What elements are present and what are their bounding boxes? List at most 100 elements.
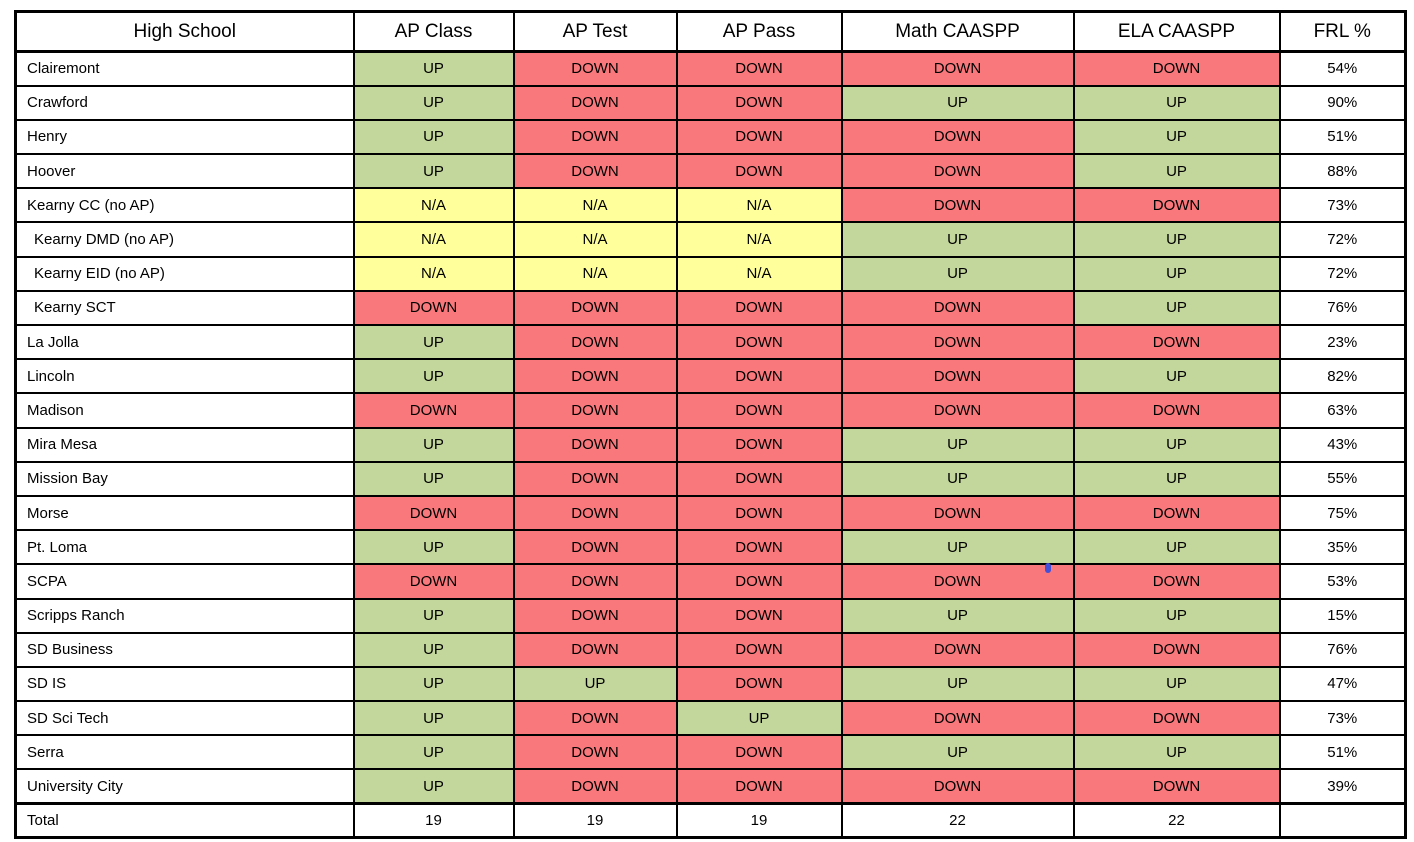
- column-header-ap_test: AP Test: [512, 10, 678, 53]
- status-cell-ap_test: DOWN: [512, 529, 678, 566]
- total-count-cell-ela_caaspp: 22: [1072, 802, 1281, 839]
- status-cell-ela_caaspp: UP: [1072, 529, 1281, 566]
- school-name-cell: University City: [14, 768, 355, 805]
- column-header-ap_pass: AP Pass: [675, 10, 843, 53]
- school-name-cell: Pt. Loma: [14, 529, 355, 566]
- status-cell-math_caaspp: UP: [840, 221, 1075, 258]
- school-name-cell: SD Business: [14, 631, 355, 668]
- column-header-ap_class: AP Class: [352, 10, 515, 53]
- table-row: Mission Bay UP DOWN DOWN UP UP 55%: [14, 460, 1407, 497]
- status-cell-ela_caaspp: DOWN: [1072, 631, 1281, 668]
- frl-percent-cell: 53%: [1278, 563, 1407, 600]
- school-name-cell: Crawford: [14, 84, 355, 121]
- status-cell-ap_pass: DOWN: [675, 631, 843, 668]
- table-row: La Jolla UP DOWN DOWN DOWN DOWN 23%: [14, 323, 1407, 361]
- school-name-cell: Morse: [14, 494, 355, 532]
- status-cell-ap_pass: N/A: [675, 187, 843, 224]
- status-cell-ap_test: DOWN: [512, 460, 678, 497]
- status-cell-ap_pass: DOWN: [675, 563, 843, 600]
- status-cell-ap_test: UP: [512, 665, 678, 703]
- status-cell-math_caaspp: DOWN: [840, 323, 1075, 361]
- status-cell-ap_test: DOWN: [512, 153, 678, 190]
- status-cell-math_caaspp: UP: [840, 426, 1075, 463]
- status-cell-ap_class: DOWN: [352, 392, 515, 429]
- status-cell-ela_caaspp: DOWN: [1072, 768, 1281, 805]
- column-header-ela_caaspp: ELA CAASPP: [1072, 10, 1281, 53]
- status-cell-ap_test: DOWN: [512, 289, 678, 327]
- table-row: SD IS UP UP DOWN UP UP 47%: [14, 665, 1407, 703]
- table-row: Lincoln UP DOWN DOWN DOWN UP 82%: [14, 358, 1407, 395]
- status-cell-math_caaspp: UP: [840, 84, 1075, 121]
- status-cell-ap_pass: DOWN: [675, 84, 843, 121]
- school-name-cell: SD Sci Tech: [14, 700, 355, 737]
- frl-percent-cell: 75%: [1278, 494, 1407, 532]
- status-cell-ap_pass: DOWN: [675, 734, 843, 771]
- status-cell-ap_test: DOWN: [512, 700, 678, 737]
- frl-percent-cell: 54%: [1278, 50, 1407, 87]
- status-cell-ap_pass: N/A: [675, 255, 843, 292]
- frl-percent-cell: 88%: [1278, 153, 1407, 190]
- school-trends-table: High School AP Class AP Test AP Pass Math CA…: [14, 10, 1407, 840]
- status-cell-math_caaspp: DOWN: [840, 563, 1075, 600]
- frl-percent-cell: 90%: [1278, 84, 1407, 121]
- status-cell-ap_pass: DOWN: [675, 392, 843, 429]
- status-cell-ap_class: UP: [352, 768, 515, 805]
- school-name-cell: La Jolla: [14, 323, 355, 361]
- status-cell-ela_caaspp: UP: [1072, 734, 1281, 771]
- school-name-cell: Mira Mesa: [14, 426, 355, 463]
- status-cell-math_caaspp: UP: [840, 597, 1075, 634]
- status-cell-ap_test: DOWN: [512, 118, 678, 156]
- frl-percent-cell: 73%: [1278, 700, 1407, 737]
- status-cell-ap_class: UP: [352, 631, 515, 668]
- status-cell-ap_class: UP: [352, 323, 515, 361]
- status-cell-ap_pass: DOWN: [675, 358, 843, 395]
- status-cell-math_caaspp: UP: [840, 665, 1075, 703]
- table-row: Scripps Ranch UP DOWN DOWN UP UP 15%: [14, 597, 1407, 634]
- status-cell-math_caaspp: DOWN: [840, 289, 1075, 327]
- status-cell-ela_caaspp: UP: [1072, 289, 1281, 327]
- frl-percent-cell: 51%: [1278, 118, 1407, 156]
- status-cell-ela_caaspp: DOWN: [1072, 494, 1281, 532]
- header-row: High School AP Class AP Test AP Pass Math CA…: [14, 10, 1407, 53]
- school-name-cell: Clairemont: [14, 50, 355, 87]
- status-cell-ap_test: DOWN: [512, 358, 678, 395]
- school-name-cell: Henry: [14, 118, 355, 156]
- frl-percent-cell: 72%: [1278, 221, 1407, 258]
- status-cell-ap_class: UP: [352, 529, 515, 566]
- status-cell-ap_class: UP: [352, 665, 515, 703]
- school-name-cell: Kearny SCT: [14, 289, 355, 327]
- total-count-cell-ap_pass: 19: [675, 802, 843, 839]
- table-row: Kearny SCT DOWN DOWN DOWN DOWN UP 76%: [14, 289, 1407, 327]
- status-cell-ap_pass: DOWN: [675, 460, 843, 497]
- frl-percent-cell: 43%: [1278, 426, 1407, 463]
- status-cell-ap_pass: DOWN: [675, 153, 843, 190]
- column-header-school: High School: [14, 10, 355, 53]
- status-cell-ela_caaspp: UP: [1072, 84, 1281, 121]
- status-cell-ap_pass: DOWN: [675, 529, 843, 566]
- table-row: Henry UP DOWN DOWN DOWN UP 51%: [14, 118, 1407, 156]
- status-cell-ap_test: DOWN: [512, 426, 678, 463]
- frl-percent-cell: 73%: [1278, 187, 1407, 224]
- status-cell-ap_class: DOWN: [352, 494, 515, 532]
- stray-ink-dot: [1045, 563, 1051, 573]
- school-name-cell: Serra: [14, 734, 355, 771]
- total-count-cell-ap_test: 19: [512, 802, 678, 839]
- status-cell-ap_class: UP: [352, 84, 515, 121]
- school-name-cell: Mission Bay: [14, 460, 355, 497]
- total-count-cell-ap_class: 19: [352, 802, 515, 839]
- school-name-cell: Scripps Ranch: [14, 597, 355, 634]
- frl-percent-cell: 76%: [1278, 289, 1407, 327]
- status-cell-ap_pass: DOWN: [675, 323, 843, 361]
- status-cell-ap_pass: DOWN: [675, 494, 843, 532]
- table-header: High School AP Class AP Test AP Pass Math CA…: [14, 10, 1407, 53]
- table-row: Serra UP DOWN DOWN UP UP 51%: [14, 734, 1407, 771]
- status-cell-ap_class: N/A: [352, 221, 515, 258]
- frl-percent-cell: 76%: [1278, 631, 1407, 668]
- table-row: Mira Mesa UP DOWN DOWN UP UP 43%: [14, 426, 1407, 463]
- total-label-cell: Total: [14, 802, 355, 839]
- frl-percent-cell: 51%: [1278, 734, 1407, 771]
- status-cell-ap_class: N/A: [352, 187, 515, 224]
- status-cell-math_caaspp: DOWN: [840, 358, 1075, 395]
- status-cell-ela_caaspp: UP: [1072, 460, 1281, 497]
- school-name-cell: Madison: [14, 392, 355, 429]
